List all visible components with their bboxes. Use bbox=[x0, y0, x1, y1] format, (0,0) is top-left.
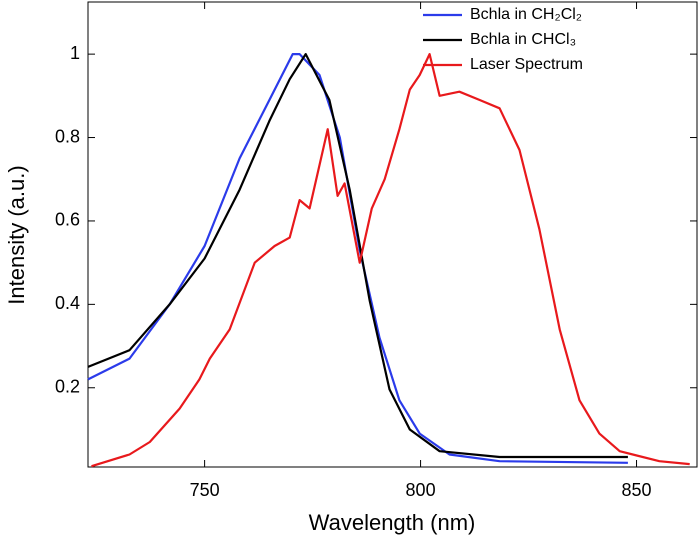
series-line bbox=[87, 53, 628, 464]
legend-label: Bchla in CH₂Cl₂ bbox=[470, 6, 582, 23]
y-axis-label: Intensity (a.u.) bbox=[4, 165, 29, 304]
x-tick-label: 750 bbox=[190, 480, 220, 500]
legend-label: Bchla in CHCl₃ bbox=[470, 31, 576, 48]
series-line bbox=[91, 53, 690, 468]
y-tick-label: 0.2 bbox=[55, 377, 80, 397]
series-line bbox=[87, 53, 628, 459]
y-tick-label: 0.8 bbox=[55, 126, 80, 146]
y-tick-label: 0.6 bbox=[55, 210, 80, 230]
plot-frame bbox=[87, 1, 698, 468]
x-axis-label: Wavelength (nm) bbox=[309, 510, 476, 535]
legend-label: Laser Spectrum bbox=[470, 56, 583, 73]
y-tick-label: 1 bbox=[70, 43, 80, 63]
x-tick-label: 850 bbox=[622, 480, 652, 500]
y-tick-label: 0.4 bbox=[55, 293, 80, 313]
x-tick-label: 800 bbox=[406, 480, 436, 500]
